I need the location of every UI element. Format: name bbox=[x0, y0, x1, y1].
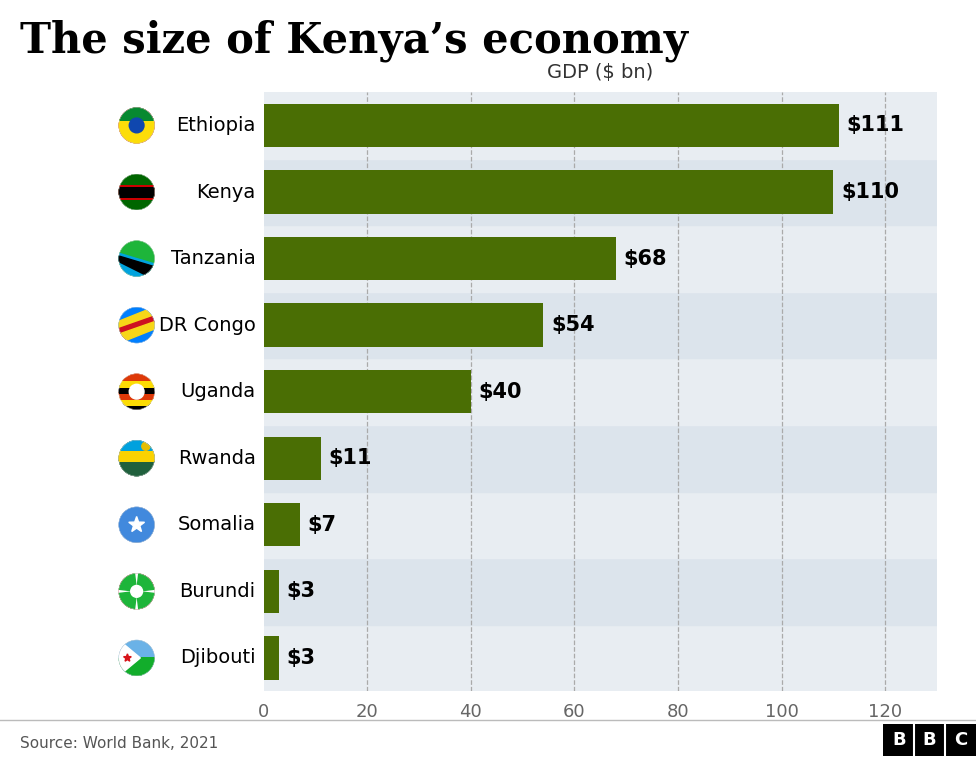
Text: Tanzania: Tanzania bbox=[171, 249, 256, 268]
Text: $68: $68 bbox=[624, 249, 667, 269]
Bar bbox=[0, 92, 976, 159]
Bar bbox=[264, 570, 279, 613]
Text: B: B bbox=[923, 731, 936, 750]
Bar bbox=[264, 104, 838, 147]
Text: $40: $40 bbox=[478, 382, 522, 402]
Bar bbox=[915, 724, 945, 756]
Bar bbox=[264, 636, 279, 680]
Text: $11: $11 bbox=[328, 449, 372, 468]
Text: Djibouti: Djibouti bbox=[181, 648, 256, 667]
Text: The size of Kenya’s economy: The size of Kenya’s economy bbox=[20, 19, 687, 61]
Bar bbox=[264, 437, 320, 480]
Text: $110: $110 bbox=[841, 182, 899, 202]
Bar bbox=[264, 237, 616, 280]
Bar bbox=[0, 159, 976, 225]
Polygon shape bbox=[137, 573, 155, 591]
Polygon shape bbox=[118, 573, 155, 610]
Title: GDP ($ bn): GDP ($ bn) bbox=[548, 63, 653, 82]
Text: $111: $111 bbox=[846, 115, 905, 135]
Circle shape bbox=[131, 585, 142, 598]
Text: DR Congo: DR Congo bbox=[159, 316, 256, 335]
Text: Ethiopia: Ethiopia bbox=[177, 116, 256, 135]
Text: Burundi: Burundi bbox=[180, 582, 256, 601]
Bar bbox=[264, 303, 544, 347]
Bar bbox=[0, 425, 976, 492]
Text: Source: World Bank, 2021: Source: World Bank, 2021 bbox=[20, 736, 218, 751]
Polygon shape bbox=[118, 640, 155, 677]
Bar bbox=[0, 359, 976, 425]
Polygon shape bbox=[129, 517, 144, 531]
Polygon shape bbox=[118, 306, 155, 343]
Polygon shape bbox=[118, 253, 155, 277]
Bar bbox=[883, 724, 915, 756]
Text: Rwanda: Rwanda bbox=[178, 449, 256, 468]
Bar bbox=[264, 170, 834, 214]
Polygon shape bbox=[118, 640, 141, 677]
Polygon shape bbox=[118, 306, 155, 343]
Text: $3: $3 bbox=[287, 581, 316, 601]
Polygon shape bbox=[118, 174, 155, 210]
Bar bbox=[0, 558, 976, 624]
Text: Uganda: Uganda bbox=[181, 382, 256, 401]
Bar bbox=[264, 370, 470, 413]
Text: Somalia: Somalia bbox=[178, 515, 256, 535]
Polygon shape bbox=[124, 654, 132, 661]
Polygon shape bbox=[118, 240, 155, 277]
Polygon shape bbox=[118, 573, 155, 610]
Bar bbox=[264, 503, 300, 547]
Bar bbox=[0, 292, 976, 359]
Polygon shape bbox=[118, 316, 155, 343]
Text: B: B bbox=[892, 731, 906, 750]
Circle shape bbox=[129, 384, 144, 399]
Polygon shape bbox=[118, 440, 155, 477]
Circle shape bbox=[142, 442, 150, 450]
Bar bbox=[0, 492, 976, 558]
Text: $7: $7 bbox=[307, 515, 337, 535]
Polygon shape bbox=[118, 573, 137, 591]
Bar bbox=[945, 724, 976, 756]
Polygon shape bbox=[118, 322, 155, 343]
Polygon shape bbox=[118, 506, 155, 543]
Text: C: C bbox=[954, 731, 967, 750]
Polygon shape bbox=[118, 256, 155, 277]
Circle shape bbox=[129, 118, 144, 133]
Polygon shape bbox=[118, 107, 155, 144]
Text: Kenya: Kenya bbox=[196, 183, 256, 201]
Polygon shape bbox=[137, 591, 155, 610]
Polygon shape bbox=[118, 591, 137, 610]
Text: $3: $3 bbox=[287, 648, 316, 668]
Bar bbox=[0, 624, 976, 691]
Text: $54: $54 bbox=[551, 315, 594, 335]
Bar bbox=[0, 225, 976, 292]
